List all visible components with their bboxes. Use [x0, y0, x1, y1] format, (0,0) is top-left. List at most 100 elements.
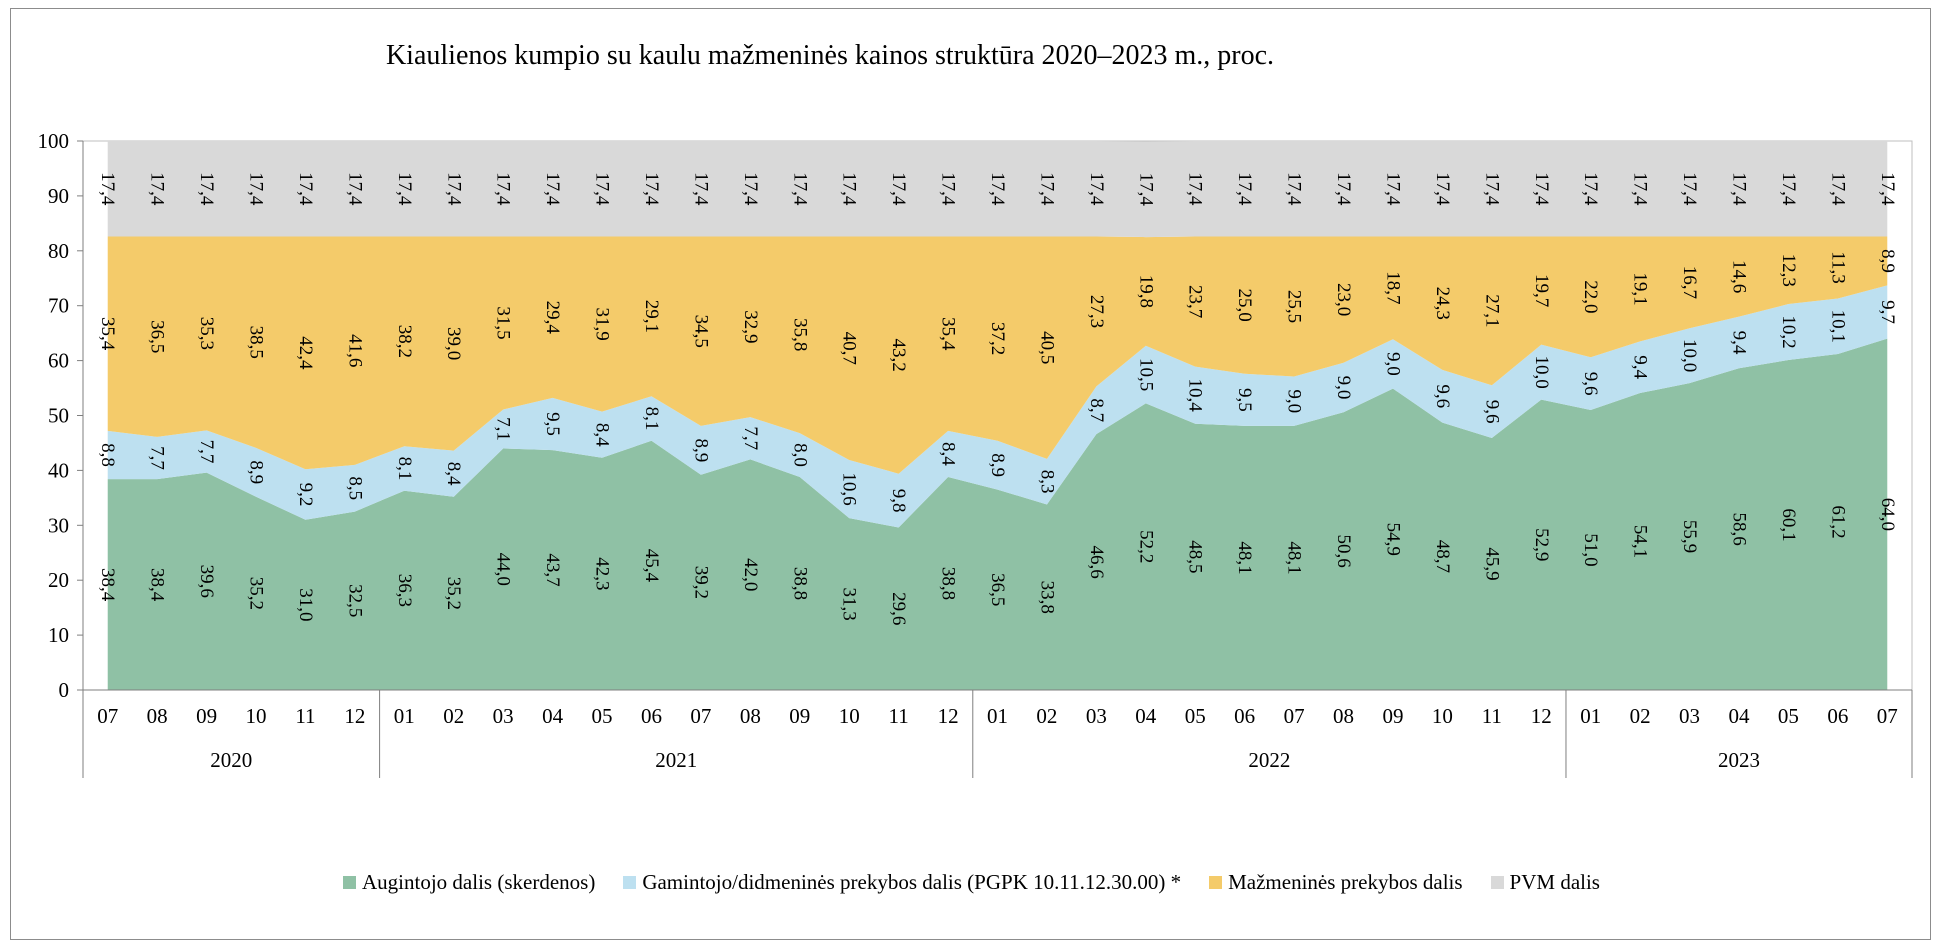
- area-series-1: [107, 338, 1888, 690]
- x-tick-label: 12: [344, 704, 365, 728]
- x-tick-label: 01: [394, 704, 415, 728]
- x-tick-label: 07: [690, 704, 711, 728]
- data-label-series-4: 17,4: [888, 172, 909, 206]
- x-tick-label: 08: [740, 704, 761, 728]
- year-label: 2021: [655, 748, 697, 772]
- y-tick-label: 50: [48, 404, 69, 428]
- data-label-series-2: 7,7: [740, 426, 761, 450]
- data-label-series-4: 17,4: [1827, 172, 1848, 206]
- data-label-series-2: 8,4: [938, 442, 959, 466]
- data-label-series-4: 17,4: [1333, 172, 1354, 206]
- x-tick-label: 09: [1382, 704, 1403, 728]
- x-tick-label: 01: [987, 704, 1008, 728]
- data-label-series-1: 38,4: [147, 568, 168, 602]
- data-label-series-1: 42,0: [740, 558, 761, 591]
- data-label-series-2: 8,5: [344, 476, 365, 500]
- data-label-series-2: 10,6: [839, 472, 860, 505]
- x-tick-label: 12: [1531, 704, 1552, 728]
- year-label: 2022: [1248, 748, 1290, 772]
- x-tick-label: 09: [789, 704, 810, 728]
- x-tick-label: 03: [1679, 704, 1700, 728]
- data-label-series-3: 18,7: [1382, 271, 1403, 304]
- data-label-series-3: 24,3: [1432, 287, 1453, 320]
- data-label-series-4: 17,4: [295, 172, 316, 206]
- data-label-series-1: 46,6: [1086, 545, 1107, 578]
- data-label-series-2: 10,0: [1679, 339, 1700, 372]
- data-label-series-3: 35,4: [97, 317, 118, 351]
- data-label-series-3: 37,2: [987, 322, 1008, 355]
- y-tick-label: 80: [48, 239, 69, 263]
- data-label-series-4: 17,4: [1284, 172, 1305, 206]
- data-label-series-1: 48,7: [1432, 540, 1453, 573]
- data-label-series-4: 17,4: [1036, 172, 1057, 206]
- data-label-series-1: 48,5: [1185, 540, 1206, 573]
- data-label-series-4: 17,4: [1728, 172, 1749, 206]
- x-tick-label: 04: [542, 704, 564, 728]
- x-tick-label: 04: [1135, 704, 1157, 728]
- x-tick-label: 09: [196, 704, 217, 728]
- data-label-series-2: 8,9: [987, 453, 1008, 477]
- y-tick-label: 70: [48, 294, 69, 318]
- data-label-series-2: 8,4: [592, 423, 613, 447]
- data-label-series-3: 25,0: [1234, 289, 1255, 322]
- data-label-series-3: 34,5: [690, 315, 711, 348]
- data-label-series-1: 52,9: [1531, 528, 1552, 561]
- data-label-series-3: 12,3: [1778, 254, 1799, 287]
- data-label-series-1: 61,2: [1827, 505, 1848, 538]
- legend-item-3: Mažmeninės prekybos dalis: [1209, 870, 1463, 895]
- data-label-series-2: 8,1: [641, 407, 662, 431]
- data-label-series-4: 17,4: [938, 172, 959, 206]
- data-label-series-1: 36,5: [987, 573, 1008, 606]
- data-label-series-2: 10,5: [1135, 358, 1156, 391]
- x-tick-label: 10: [839, 704, 860, 728]
- data-label-series-3: 35,3: [196, 317, 217, 350]
- legend-swatch: [343, 876, 357, 889]
- data-label-series-1: 54,9: [1382, 523, 1403, 556]
- data-label-series-1: 45,4: [641, 549, 662, 583]
- data-label-series-3: 31,9: [592, 307, 613, 340]
- legend-label: Augintojo dalis (skerdenos): [362, 870, 596, 894]
- data-label-series-2: 8,9: [690, 438, 711, 462]
- data-label-series-1: 31,3: [839, 587, 860, 620]
- data-label-series-4: 17,4: [394, 172, 415, 206]
- legend-swatch: [623, 876, 637, 889]
- data-label-series-2: 7,7: [196, 440, 217, 464]
- data-label-series-3: 38,2: [394, 325, 415, 358]
- data-label-series-4: 17,4: [1481, 172, 1502, 206]
- x-tick-label: 08: [147, 704, 168, 728]
- data-label-series-2: 9,4: [1728, 331, 1749, 355]
- legend-label: Gamintojo/didmeninės prekybos dalis (PGP…: [642, 870, 1182, 894]
- data-label-series-2: 10,2: [1778, 315, 1799, 348]
- data-label-series-3: 19,8: [1135, 275, 1156, 308]
- data-label-series-2: 8,8: [97, 443, 118, 467]
- y-tick-label: 60: [48, 349, 69, 373]
- data-label-series-4: 17,4: [1135, 173, 1156, 207]
- x-tick-label: 03: [493, 704, 514, 728]
- data-label-series-4: 17,4: [196, 172, 217, 206]
- data-label-series-2: 8,3: [1036, 470, 1057, 494]
- data-label-series-3: 19,7: [1531, 274, 1552, 307]
- data-label-series-3: 27,1: [1481, 294, 1502, 327]
- data-label-series-2: 9,4: [1630, 355, 1651, 379]
- data-label-series-3: 8,9: [1877, 249, 1898, 273]
- data-label-series-3: 22,0: [1580, 280, 1601, 313]
- data-label-series-2: 9,0: [1284, 389, 1305, 413]
- data-label-series-1: 33,8: [1036, 581, 1057, 614]
- x-tick-label: 03: [1086, 704, 1107, 728]
- data-label-series-1: 31,0: [295, 588, 316, 621]
- data-label-series-1: 51,0: [1580, 533, 1601, 566]
- data-label-series-2: 9,7: [1877, 300, 1898, 324]
- data-label-series-4: 17,4: [592, 172, 613, 206]
- data-label-series-1: 43,7: [542, 553, 563, 586]
- x-tick-label: 05: [1778, 704, 1799, 728]
- data-label-series-1: 36,3: [394, 574, 415, 607]
- data-label-series-3: 31,5: [493, 306, 514, 339]
- data-label-series-4: 17,4: [1432, 172, 1453, 206]
- x-tick-label: 08: [1333, 704, 1354, 728]
- data-label-series-4: 17,4: [839, 172, 860, 206]
- data-label-series-1: 48,1: [1234, 541, 1255, 574]
- x-tick-label: 06: [1827, 704, 1848, 728]
- data-label-series-3: 39,0: [443, 327, 464, 360]
- data-label-series-4: 17,4: [740, 172, 761, 206]
- data-label-series-2: 9,0: [1333, 376, 1354, 400]
